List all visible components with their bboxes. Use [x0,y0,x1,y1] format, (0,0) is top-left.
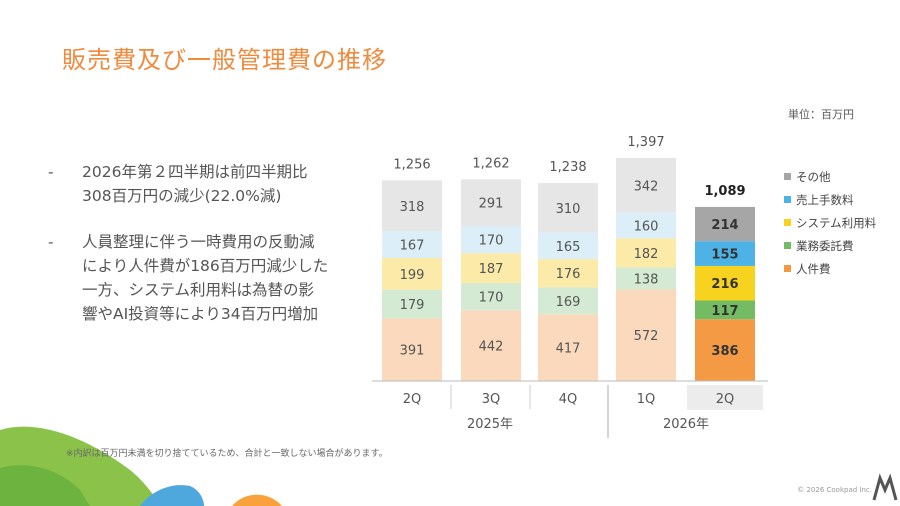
bar-segment [616,238,676,268]
bullet-line: により人件費が186百万円減少した [82,257,329,275]
data-label: 160 [634,219,659,234]
total-label: 1,238 [549,160,586,175]
bar-segment [461,310,521,381]
total-label: 1,397 [627,135,664,150]
bullet-marker: - [48,233,54,251]
bullet-line: 響やAI投資等により34百万円増加 [82,305,319,323]
bar-segment [382,289,442,319]
bar-segment [695,241,755,266]
legend-swatch [784,196,791,203]
x-tick-label: 3Q [482,392,501,407]
data-label: 176 [556,267,581,282]
data-label: 155 [711,248,738,263]
data-label: 572 [634,329,659,344]
bullet-line: 308百万円の減少(22.0%減) [82,187,282,205]
data-label: 187 [479,262,504,277]
bullet-item: - 2026年第２四半期は前四半期比 308百万円の減少(22.0%減) [48,160,378,208]
bar-segment [461,225,521,254]
bar-segment [695,319,755,381]
data-label: 214 [711,218,738,233]
data-label: 442 [479,340,504,355]
data-label: 199 [400,268,425,283]
bullet-marker: - [48,163,54,181]
bar-segment [538,287,598,315]
bar-segment [538,183,598,233]
logo-icon [872,473,898,501]
data-label: 342 [634,179,659,194]
x-tick-label: 2Q [403,392,422,407]
data-label: 391 [400,344,425,359]
data-label: 179 [400,298,425,313]
bar-segment [616,157,676,213]
data-label: 291 [479,197,504,212]
bar-segment [538,314,598,381]
legend-swatch [784,265,791,272]
data-label: 318 [400,200,425,215]
bar-segment [382,231,442,258]
data-label: 169 [556,295,581,310]
bar-segment [695,265,755,301]
legend-swatch [784,173,791,180]
data-label: 167 [400,239,425,254]
group-label: 2026年 [663,417,709,432]
data-label: 170 [479,234,504,249]
data-label: 182 [634,247,659,262]
data-label: 165 [556,240,581,255]
copyright: © 2026 Cookpad Inc. [797,486,872,494]
bullet-item: - 人員整理に伴う一時費用の反動減 により人件費が186百万円減少した 一方、シ… [48,230,378,326]
bar-segment [538,232,598,260]
legend-label: 売上手数料 [796,193,854,207]
data-label: 386 [711,344,738,359]
bar-segment [382,257,442,290]
legend-label: 業務委託費 [796,239,854,253]
bar-segment [538,259,598,288]
total-label: 1,262 [472,156,509,171]
footnote: ※内訳は百万円未満を切り捨てているため、合計と一致しない場合があります。 [66,449,388,459]
data-label: 216 [711,277,738,292]
bar-segment [695,206,755,242]
bullet-list: - 2026年第２四半期は前四半期比 308百万円の減少(22.0%減) - 人… [48,160,378,348]
x-tick-label: 2Q [716,392,735,407]
data-label: 417 [556,342,581,357]
data-label: 117 [711,304,738,319]
bar-segment [616,289,676,381]
unit-label: 単位：百万円 [788,108,854,121]
data-label: 138 [634,272,659,287]
legend-label: その他 [796,170,831,184]
bar-segment [616,212,676,239]
page-title: 販売費及び一般管理費の推移 [62,46,387,74]
bar-segment [461,253,521,284]
bar-segment [382,318,442,381]
legend-swatch [784,242,791,249]
data-label: 310 [556,202,581,217]
legend-swatch [784,219,791,226]
legend-label: 人件費 [796,262,831,276]
total-label: 1,089 [704,184,745,199]
bullet-line: 一方、システム利用料は為替の影 [82,281,315,299]
bar-segment [461,283,521,311]
data-label: 170 [479,291,504,306]
group-label: 2025年 [467,417,513,432]
legend-label: システム利用料 [796,216,877,230]
x-tick-label: 1Q [637,392,656,407]
x-tick-label: 4Q [559,392,578,407]
bar-segment [695,300,755,320]
bar-segment [616,267,676,290]
highlight-band [687,385,763,410]
total-label: 1,256 [393,157,430,172]
bullet-line: 2026年第２四半期は前四半期比 [82,163,308,181]
bar-segment [382,180,442,232]
bullet-line: 人員整理に伴う一時費用の反動減 [82,233,315,251]
bar-segment [461,179,521,226]
